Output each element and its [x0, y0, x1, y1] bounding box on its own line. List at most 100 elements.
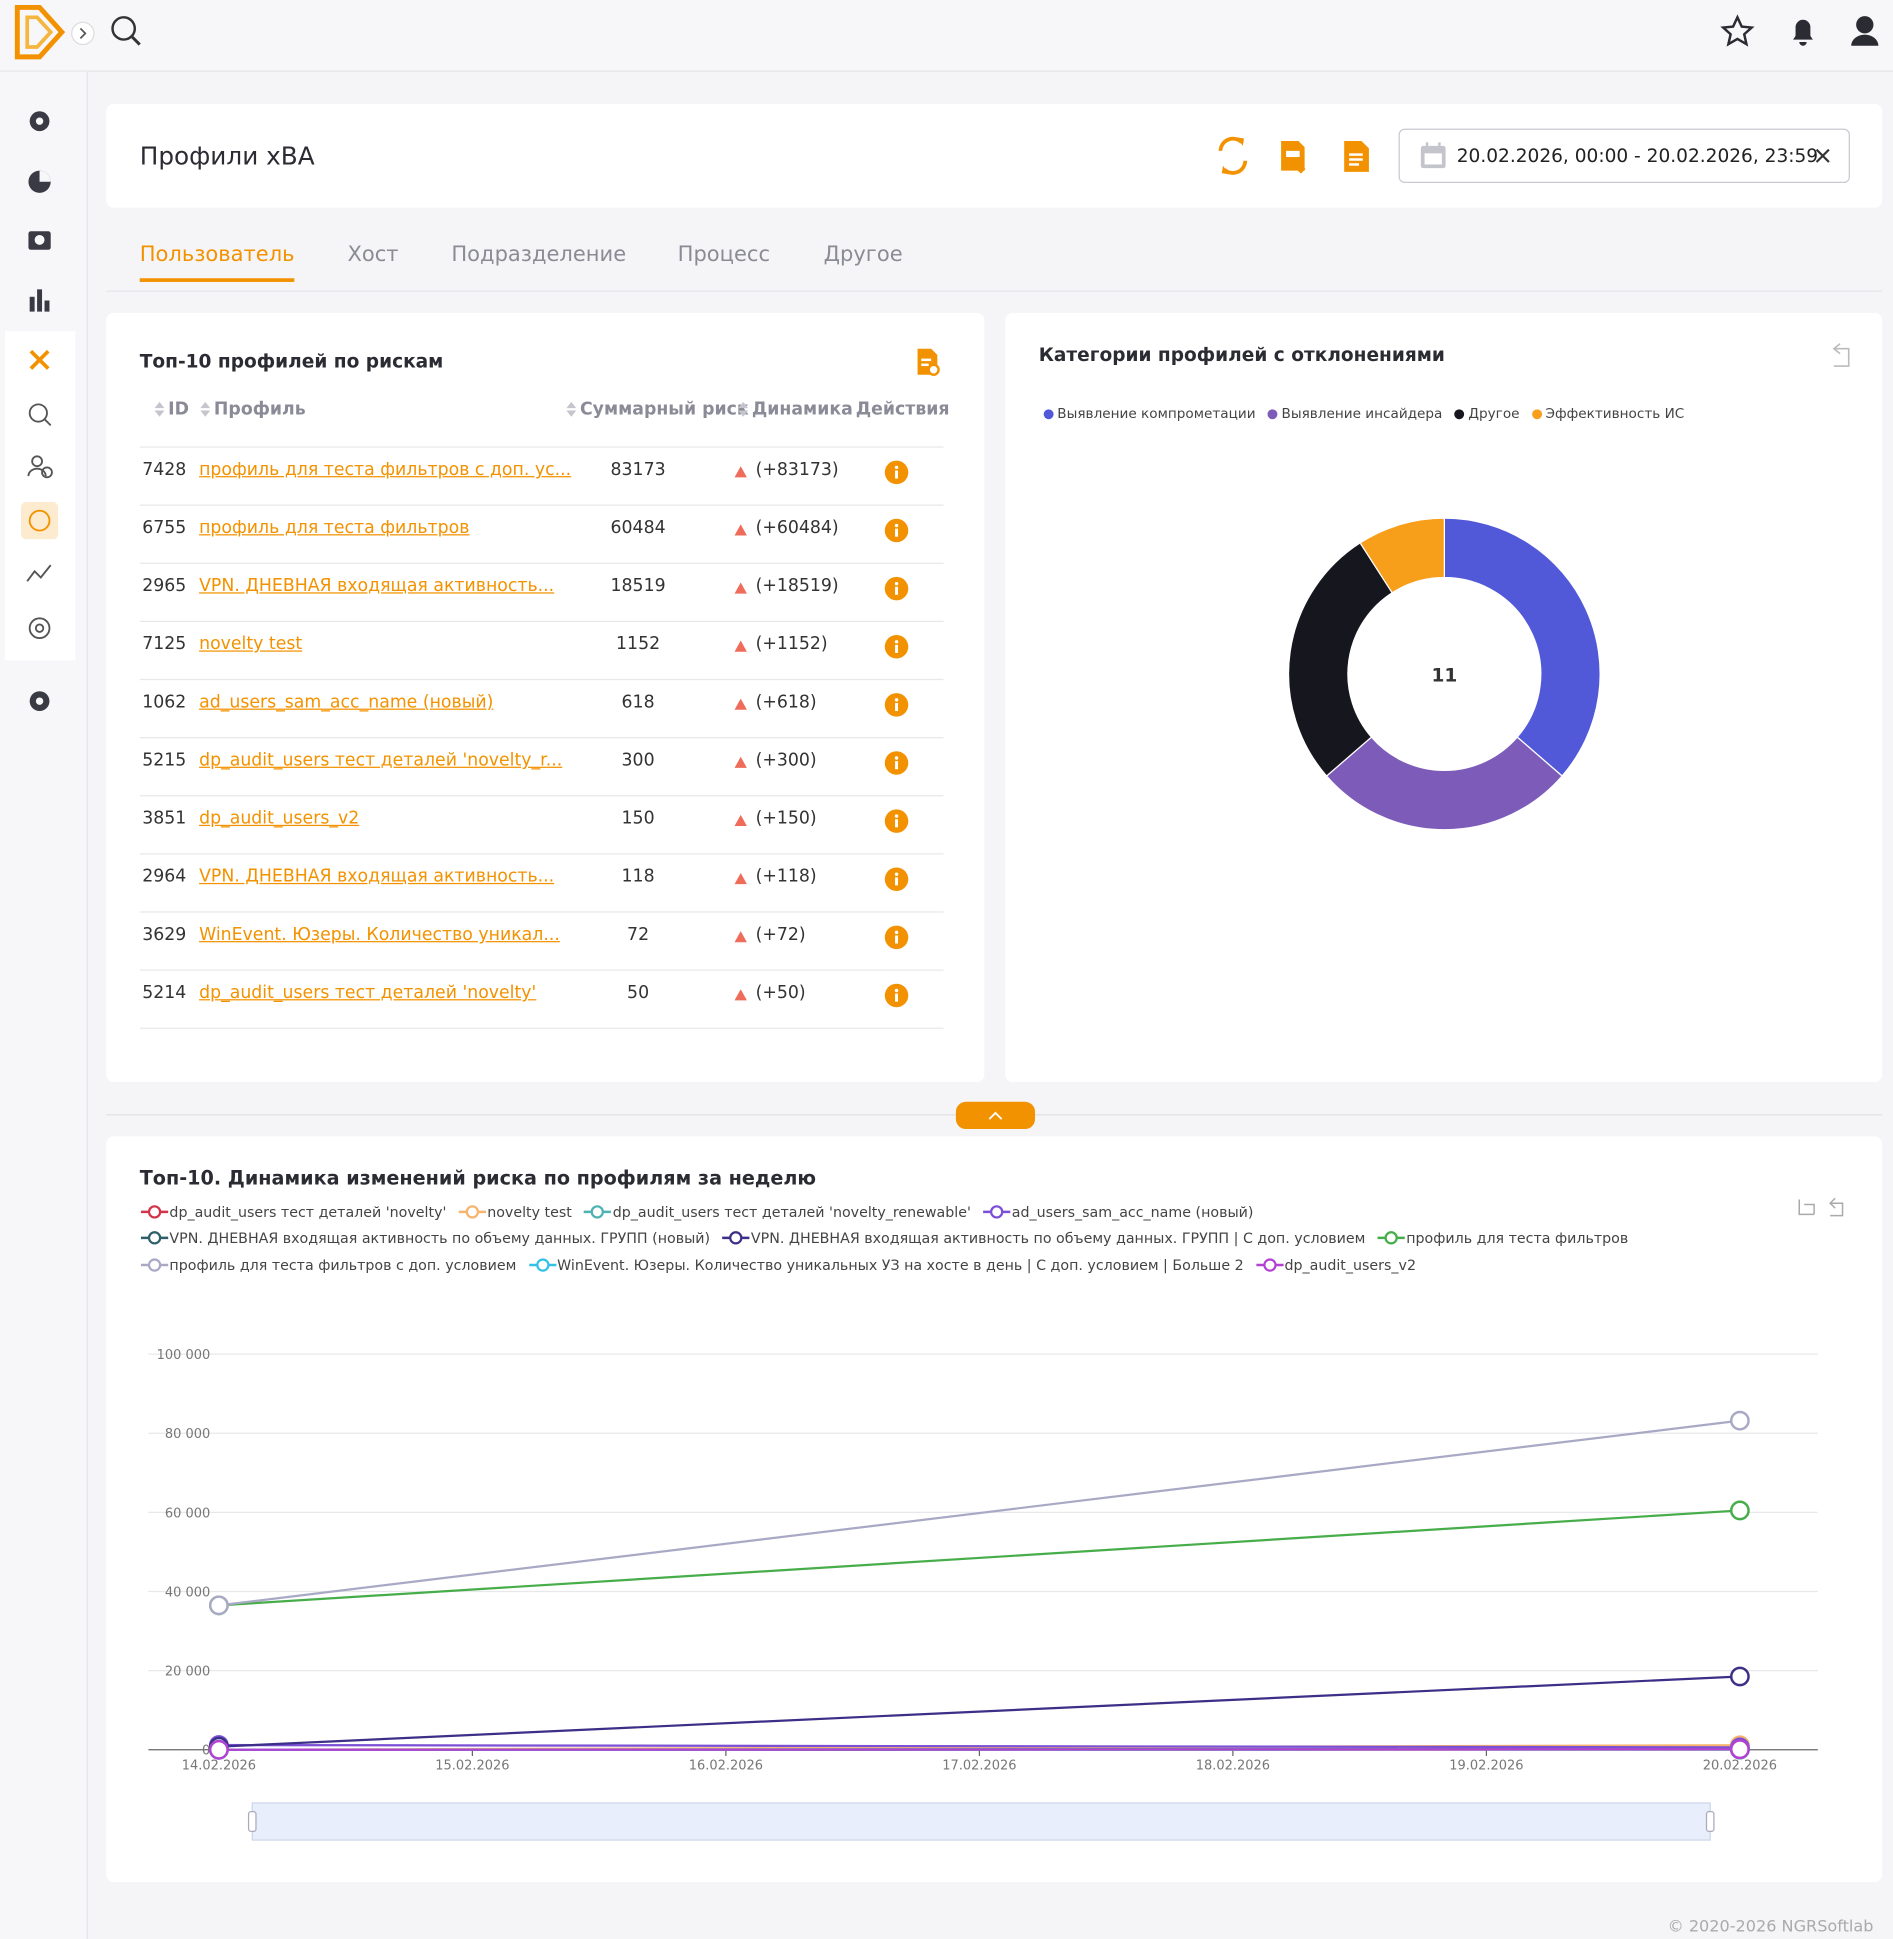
- date-range-picker[interactable]: 20.02.2026, 00:00 - 20.02.2026, 23:59: [1398, 128, 1850, 184]
- info-button[interactable]: [884, 983, 909, 1008]
- sort-icon[interactable]: [566, 401, 577, 417]
- sort-icon[interactable]: [154, 401, 165, 417]
- info-button[interactable]: [884, 809, 909, 834]
- trend-up-icon: [734, 698, 747, 710]
- legend-label: Выявление инсайдера: [1281, 405, 1443, 422]
- info-button[interactable]: [884, 634, 909, 659]
- legend-item[interactable]: dp_audit_users тест деталей 'novelty_ren…: [583, 1198, 971, 1225]
- legend-item[interactable]: ad_users_sam_acc_name (новый): [982, 1198, 1253, 1225]
- legend-item[interactable]: dp_audit_users тест деталей 'novelty': [140, 1198, 447, 1225]
- tab[interactable]: Хост: [347, 242, 399, 268]
- legend-item[interactable]: Выявление инсайдера: [1267, 401, 1443, 428]
- row-separator: [139, 504, 944, 506]
- legend-dot: [1531, 409, 1542, 419]
- row-profile[interactable]: dp_audit_users тест деталей 'novelty_r..…: [199, 750, 563, 771]
- column-header[interactable]: Суммарный риск: [579, 399, 749, 420]
- row-separator: [139, 737, 944, 739]
- legend-item[interactable]: WinEvent. Юзеры. Количество уникальных У…: [527, 1251, 1244, 1278]
- sort-down: [154, 410, 165, 417]
- trend-up-icon: [734, 756, 747, 768]
- legend-item[interactable]: профиль для теста фильтров: [1377, 1225, 1628, 1252]
- legend-item[interactable]: профиль для теста фильтров с доп. услови…: [140, 1251, 517, 1278]
- row-profile[interactable]: ad_users_sam_acc_name (новый): [199, 692, 494, 713]
- column-header[interactable]: Профиль: [213, 399, 306, 420]
- legend-label: Другое: [1468, 405, 1520, 422]
- row-id: 2965: [142, 576, 187, 597]
- info-button[interactable]: [884, 751, 909, 776]
- row-id: 3629: [142, 924, 187, 945]
- info-dot: [894, 988, 899, 993]
- clear-icon[interactable]: [1815, 148, 1830, 163]
- row-profile[interactable]: профиль для теста фильтров с доп. ус...: [199, 460, 572, 480]
- legend-label: VPN. ДНЕВНАЯ входящая активность по объе…: [750, 1229, 1366, 1247]
- row-separator: [139, 678, 944, 681]
- export-icon[interactable]: [915, 347, 942, 377]
- row-dynamics: (+72): [755, 924, 806, 945]
- info-button[interactable]: [884, 692, 909, 717]
- legend-label: профиль для теста фильтров с доп. услови…: [169, 1256, 517, 1274]
- legend-label: VPN. ДНЕВНАЯ входящая активность по объе…: [169, 1229, 711, 1247]
- legend-marker: [147, 1258, 162, 1272]
- legend-label: WinEvent. Юзеры. Количество уникальных У…: [557, 1256, 1244, 1274]
- tab[interactable]: Пользователь: [139, 242, 295, 282]
- row-profile[interactable]: dp_audit_users_v2: [199, 808, 360, 829]
- tab[interactable]: Другое: [823, 242, 903, 268]
- info-dot: [894, 814, 899, 818]
- legend-marker: [147, 1204, 162, 1219]
- line-title: Топ-10. Динамика изменений риска по проф…: [139, 1167, 817, 1190]
- row-id: 5214: [142, 983, 187, 1003]
- row-risk: 60484: [610, 518, 666, 538]
- row-profile[interactable]: dp_audit_users тест деталей 'novelty': [199, 983, 537, 1003]
- legend-item[interactable]: VPN. ДНЕВНАЯ входящая активность по объе…: [721, 1225, 1365, 1252]
- legend-item[interactable]: Другое: [1454, 401, 1520, 428]
- info-button[interactable]: [884, 925, 909, 950]
- info-stem: [895, 586, 899, 595]
- row-profile[interactable]: WinEvent. Юзеры. Количество уникал...: [199, 924, 560, 945]
- legend-item[interactable]: Эффективность ИС: [1531, 401, 1684, 428]
- row-profile[interactable]: VPN. ДНЕВНАЯ входящая активность...: [199, 866, 555, 887]
- legend-item[interactable]: Выявление компрометации: [1042, 401, 1256, 428]
- info-dot: [894, 581, 899, 586]
- date-range: 20.02.2026, 00:00 - 20.02.2026, 23:59: [1456, 144, 1819, 167]
- top-bar: [0, 0, 1893, 72]
- row-profile[interactable]: VPN. ДНЕВНАЯ входящая активность...: [199, 576, 555, 597]
- sort-up: [738, 401, 749, 409]
- row-id: 5215: [142, 750, 187, 771]
- legend-symbol: [140, 1204, 169, 1219]
- row-profile[interactable]: novelty test: [199, 634, 303, 655]
- legend-item[interactable]: novelty test: [458, 1198, 572, 1225]
- row-risk: 618: [621, 692, 655, 713]
- legend-symbol: [528, 1258, 556, 1272]
- info-button[interactable]: [884, 867, 909, 892]
- trend-up-icon: [734, 524, 747, 536]
- info-button[interactable]: [884, 460, 909, 485]
- info-button[interactable]: [884, 518, 909, 543]
- tab[interactable]: Процесс: [677, 242, 771, 268]
- row-separator: [139, 562, 944, 564]
- table-card: Топ-10 профилей по рискам ID Профиль Сумма…: [106, 312, 985, 1083]
- trend-up-icon: [734, 582, 747, 594]
- legend-item[interactable]: dp_audit_users_v2: [1255, 1251, 1416, 1278]
- legend-item[interactable]: VPN. ДНЕВНАЯ входящая активность по объе…: [140, 1225, 710, 1252]
- legend-marker: [591, 1204, 605, 1219]
- trend-up-icon: [734, 931, 747, 943]
- column-header: Действия: [855, 399, 950, 420]
- column-header[interactable]: ID: [168, 399, 190, 420]
- row-dynamics: (+618): [755, 692, 817, 713]
- legend-symbol: [140, 1258, 169, 1272]
- column-header[interactable]: Динамика: [751, 399, 853, 420]
- trend-up: [734, 466, 747, 478]
- legend-label: Выявление компрометации: [1057, 405, 1256, 422]
- row-risk: 118: [621, 866, 655, 887]
- sort-icon[interactable]: [200, 401, 211, 417]
- trend-up: [734, 931, 747, 943]
- legend-symbol: [1531, 409, 1542, 419]
- trend-up: [734, 989, 747, 1001]
- tab[interactable]: Подразделение: [451, 242, 627, 268]
- sort-icon[interactable]: [738, 401, 749, 417]
- row-profile[interactable]: профиль для теста фильтров: [199, 518, 470, 538]
- info-button[interactable]: [884, 576, 909, 601]
- collapse-button[interactable]: [955, 1101, 1036, 1130]
- row-risk: 1152: [616, 634, 661, 655]
